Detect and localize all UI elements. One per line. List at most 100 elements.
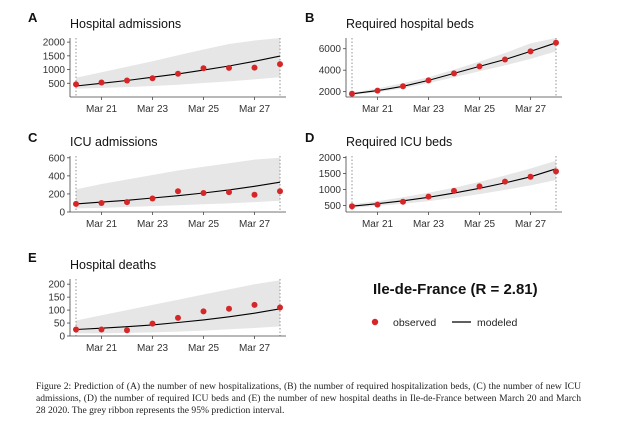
observed-point [451,70,457,77]
panel-label-a: A [28,10,38,25]
observed-point [251,191,258,198]
y-tick-label: 50 [54,319,66,330]
panel-title: ICU admissions [70,135,158,149]
observed-point [502,178,508,185]
prediction-interval-ribbon [352,38,556,95]
observed-point [553,168,559,175]
y-tick-label: 600 [48,153,65,164]
prediction-interval-ribbon [352,160,556,208]
observed-point [425,193,432,200]
panel-title: Required ICU beds [346,135,452,149]
observed-point [175,314,181,321]
observed-point [124,199,130,206]
y-tick-label: 200 [48,280,65,291]
legend-observed-label: observed [393,317,436,329]
panel-label-e: E [28,250,37,265]
observed-point [98,200,105,206]
panel-icu-admissions: ICU admissions 0 200 400 600 Mar 21 Mar 23 Mar … [48,135,286,230]
observed-point [527,173,534,180]
panel-required-hospital-beds: Required hospital beds 2000 4000 6000 Mar 21… [319,17,562,115]
observed-point [175,188,181,195]
figure-caption: Figure 2: Prediction of (A) the number o… [36,381,581,417]
observed-point [277,304,283,311]
observed-point [374,201,381,208]
observed-point [476,183,483,190]
x-tick-label: Mar 25 [188,219,220,230]
prediction-interval-ribbon [76,38,280,89]
x-tick-label: Mar 23 [137,219,169,230]
observed-point [149,320,156,327]
x-tick-label: Mar 23 [413,104,445,115]
x-tick-label: Mar 21 [86,104,118,115]
x-tick-label: Mar 23 [137,343,169,354]
observed-point [349,90,355,97]
y-tick-label: 1500 [43,51,66,62]
x-tick-label: Mar 21 [86,219,118,230]
observed-point [124,327,130,334]
y-tick-label: 0 [59,332,65,343]
y-tick-label: 1000 [43,65,66,76]
x-tick-label: Mar 25 [464,104,496,115]
y-tick-label: 150 [48,293,65,304]
y-tick-label: 6000 [319,44,342,55]
x-tick-label: Mar 21 [362,104,394,115]
prediction-interval-ribbon [76,157,280,209]
observed-point [200,308,207,315]
observed-point [226,64,232,71]
legend-modeled-label: modeled [477,317,517,329]
x-tick-label: Mar 27 [239,219,271,230]
summary-label: Ile-de-France (R = 2.81) [373,281,538,298]
x-tick-label: Mar 27 [515,219,547,230]
panel-title: Required hospital beds [346,17,474,31]
x-tick-label: Mar 25 [188,104,220,115]
x-tick-label: Mar 27 [239,104,271,115]
observed-point [200,190,207,196]
panel-hospital-deaths: Hospital deaths 0 50 100 150 200 Mar 21 Mar 23 M… [48,258,286,354]
observed-point [349,203,355,210]
figure: A B C D E Hospital admissions50010001500… [28,10,562,354]
x-tick-label: Mar 23 [413,219,445,230]
panel-hospital-admissions: Hospital admissions 500 1000 1500 2000 Mar 21… [43,17,286,115]
observed-point [400,198,406,205]
y-tick-label: 2000 [319,153,342,164]
observed-point [527,48,534,55]
observed-point [73,81,79,88]
observed-point [73,200,79,207]
observed-point [277,61,283,68]
observed-point [251,301,258,308]
y-tick-label: 500 [324,201,341,212]
observed-point [226,305,232,312]
prediction-interval-ribbon [76,280,280,334]
observed-point [98,79,105,86]
observed-point [226,189,232,196]
x-tick-label: Mar 23 [137,104,169,115]
x-tick-label: Mar 25 [464,219,496,230]
legend-observed-marker [371,318,379,326]
y-tick-label: 500 [48,79,65,90]
y-tick-label: 0 [59,208,65,219]
observed-point [251,64,258,71]
observed-point [400,83,406,90]
observed-point [425,77,432,84]
y-tick-label: 1000 [319,185,342,196]
observed-point [451,187,457,194]
observed-point [149,195,156,202]
panel-title: Hospital deaths [70,258,156,272]
y-tick-label: 400 [48,171,65,182]
observed-point [374,87,381,94]
observed-point [476,63,483,70]
observed-point [277,188,283,195]
y-tick-label: 4000 [319,66,342,77]
observed-point [98,326,105,333]
panel-label-c: C [28,130,38,145]
y-tick-label: 2000 [43,38,66,49]
legend: observed modeled [371,317,517,329]
observed-point [124,77,130,84]
y-tick-label: 2000 [319,87,342,98]
x-tick-label: Mar 27 [515,104,547,115]
x-tick-label: Mar 27 [239,343,271,354]
panel-required-icu-beds: Required ICU beds 500 1000 1500 2000 Mar 21 Ma… [319,135,562,230]
panel-label-d: D [305,130,314,145]
observed-point [502,56,508,63]
observed-point [149,75,156,82]
